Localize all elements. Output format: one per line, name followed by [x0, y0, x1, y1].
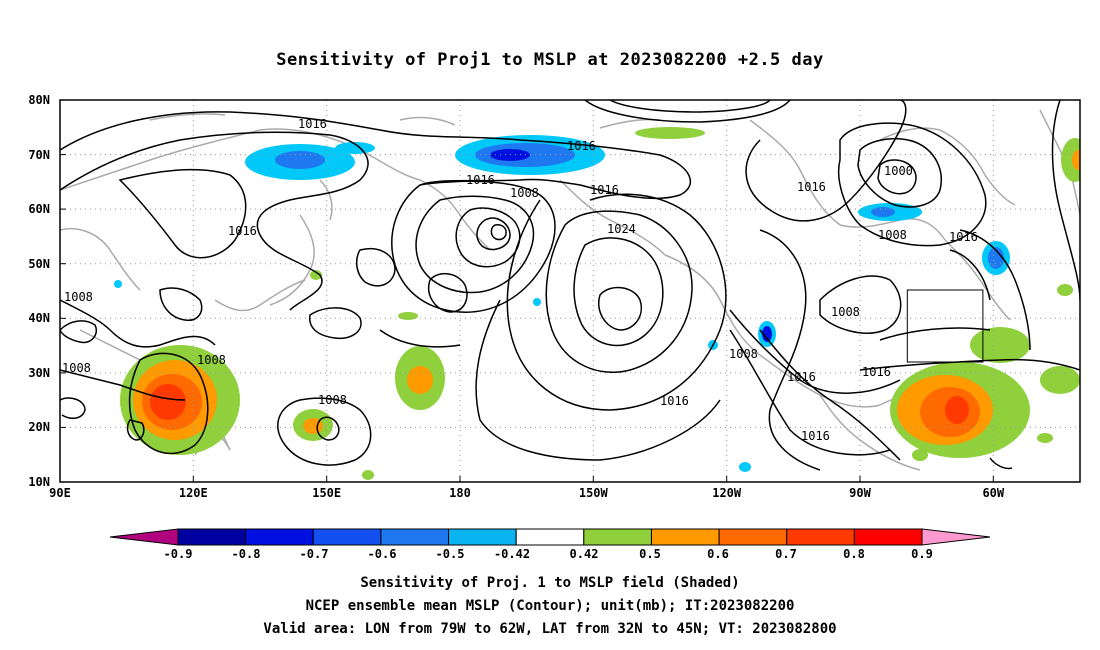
caption-line-1: Sensitivity of Proj. 1 to MSLP field (Sh… [360, 575, 740, 591]
colorbar-label: -0.9 [164, 547, 193, 561]
contour-label: 1016 [949, 230, 978, 244]
lon-label: 120E [179, 486, 208, 500]
contour-label: 1016 [298, 117, 327, 131]
lat-label: 40N [28, 311, 50, 325]
latitude-labels: 80N 70N 60N 50N 40N 30N 20N 10N [28, 93, 50, 489]
lat-label: 70N [28, 148, 50, 162]
caption-line-2: NCEP ensemble mean MSLP (Contour); unit(… [305, 598, 795, 614]
contour-label: 1016 [590, 183, 619, 197]
lat-label: 60N [28, 202, 50, 216]
lon-label: 90W [849, 486, 871, 500]
contour-label: 1008 [318, 393, 347, 407]
contour-label: 1008 [878, 228, 907, 242]
colorbar-cell [515, 528, 585, 546]
caption-line-3: Valid area: LON from 79W to 62W, LAT fro… [263, 621, 837, 637]
axis-ticks [60, 99, 994, 483]
lon-label: 180 [449, 486, 471, 500]
colorbar-cell [583, 528, 652, 546]
contour-label: 1016 [228, 224, 257, 238]
contour-label: 1008 [197, 353, 226, 367]
colorbar-label: 0.7 [775, 547, 797, 561]
page-title: Sensitivity of Proj1 to MSLP at 20230822… [276, 50, 824, 70]
colorbar-right-arrow [921, 528, 991, 546]
colorbar-label: -0.5 [436, 547, 465, 561]
plot-frame [59, 99, 1081, 483]
contour-label: 1016 [660, 394, 689, 408]
colorbar-label: -0.7 [300, 547, 329, 561]
colorbar-label: 0.6 [707, 547, 729, 561]
colorbar-cell [448, 528, 517, 546]
lon-label: 120W [712, 486, 742, 500]
contour-labels: 1016 1016 1016 1016 1016 1016 1016 1016 … [62, 117, 978, 443]
colorbar-label: -0.6 [368, 547, 397, 561]
lat-label: 50N [28, 257, 50, 271]
contour-label: 1024 [607, 222, 636, 236]
lon-label: 90E [49, 486, 71, 500]
colorbar-label: -0.42 [494, 547, 530, 561]
colorbar-label: 0.42 [570, 547, 599, 561]
colorbar: -0.9 -0.8 -0.7 -0.6 -0.5 -0.42 0.42 0.5 … [109, 528, 991, 561]
lat-label: 20N [28, 420, 50, 434]
contour-label: 1016 [787, 370, 816, 384]
colorbar-cell [650, 528, 720, 546]
contour-label: 1016 [466, 173, 495, 187]
lat-label: 30N [28, 366, 50, 380]
lat-label: 10N [28, 475, 50, 489]
colorbar-cell [312, 528, 382, 546]
colorbar-label: 0.5 [639, 547, 661, 561]
contour-label: 1008 [729, 347, 758, 361]
lon-label: 60W [982, 486, 1004, 500]
valid-area-box [906, 289, 984, 363]
contour-label: 1016 [797, 180, 826, 194]
contour-label: 1000 [884, 164, 913, 178]
colorbar-cell [853, 528, 923, 546]
contour-label: 1008 [510, 186, 539, 200]
contour-label: 1016 [801, 429, 830, 443]
lon-label: 150W [579, 486, 609, 500]
contour-label: 1008 [64, 290, 93, 304]
colorbar-label: -0.8 [232, 547, 261, 561]
lat-label: 80N [28, 93, 50, 107]
colorbar-left-arrow [109, 528, 179, 546]
colorbar-cell [380, 528, 450, 546]
contour-label: 1008 [831, 305, 860, 319]
colorbar-cell [786, 528, 855, 546]
contour-label: 1016 [567, 139, 596, 153]
colorbar-label: 0.8 [843, 547, 865, 561]
colorbar-cell [177, 528, 247, 546]
lon-label: 150E [312, 486, 341, 500]
contour-label: 1008 [62, 361, 91, 375]
colorbar-cell [245, 528, 314, 546]
mslp-contours [60, 100, 1080, 471]
longitude-labels: 90E 120E 150E 180 150W 120W 90W 60W [49, 486, 1005, 500]
contour-label: 1016 [862, 365, 891, 379]
colorbar-label: 0.9 [911, 547, 933, 561]
colorbar-cell [718, 528, 788, 546]
